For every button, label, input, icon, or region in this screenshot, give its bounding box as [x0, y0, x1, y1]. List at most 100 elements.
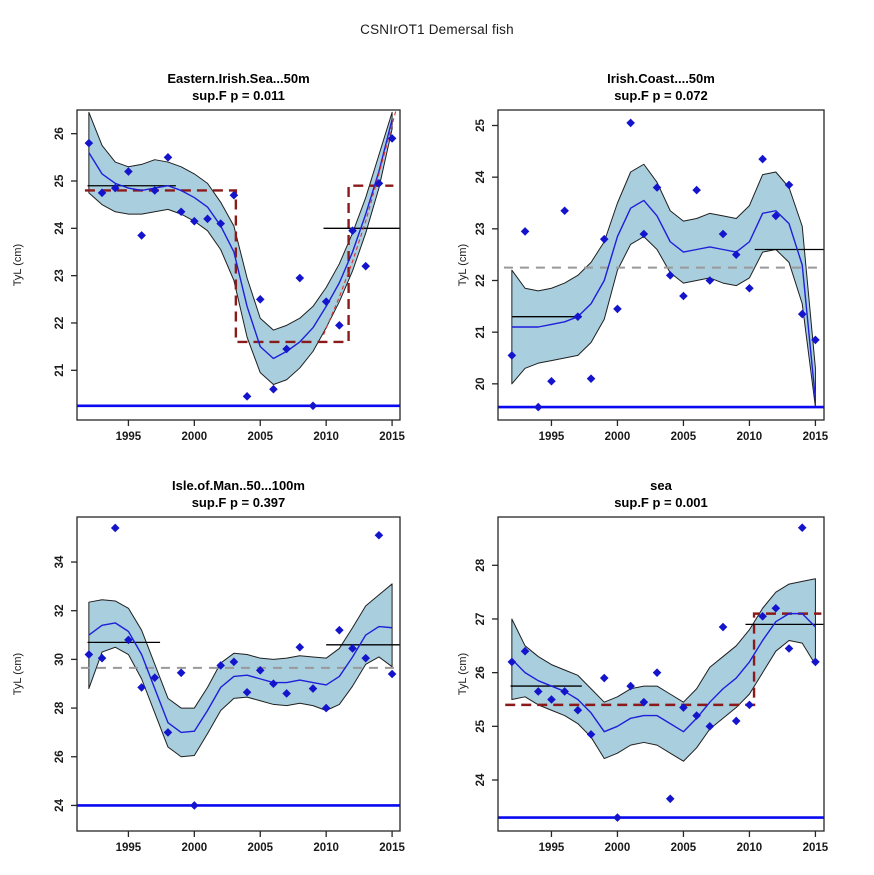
x-tick-label: 1995 — [116, 842, 142, 854]
data-point — [718, 622, 728, 632]
panel-2-subtitle: sup.F p = 0.072 — [614, 88, 708, 103]
x-tick-label: 2015 — [379, 431, 405, 443]
panel-3-subtitle: sup.F p = 0.397 — [191, 495, 286, 510]
data-point — [269, 679, 278, 689]
data-point — [97, 188, 107, 198]
confidence-band — [511, 578, 816, 762]
data-point — [387, 669, 397, 679]
data-point — [533, 687, 543, 696]
data-point — [229, 190, 239, 200]
data-point — [124, 635, 133, 645]
x-tick-label: 2005 — [247, 431, 273, 443]
data-point — [176, 207, 186, 217]
panel-2-plot: 1995 2000 2005 2010 2015 20 21 22 23 24 25 — [475, 109, 829, 443]
data-points — [507, 523, 820, 822]
data-point — [321, 703, 331, 713]
data-point — [560, 687, 569, 696]
data-point — [745, 700, 754, 710]
panel-4-plot: 1995 2000 2005 2010 2015 24 25 26 27 28 — [475, 516, 829, 854]
x-tick-label: 1995 — [539, 842, 565, 854]
data-point — [176, 668, 186, 678]
data-point — [573, 705, 583, 715]
data-point — [374, 530, 384, 540]
y-tick-label: 30 — [54, 653, 66, 666]
y-axis: 24 26 28 30 32 34 — [54, 555, 77, 812]
smoother-line — [88, 622, 393, 734]
data-point — [731, 250, 741, 259]
data-point — [771, 603, 781, 613]
y-tick-label: 28 — [475, 558, 487, 571]
data-point — [758, 611, 767, 621]
data-point — [586, 374, 596, 383]
data-point — [361, 653, 371, 663]
panel-1-title: Eastern.Irish.Sea...50m — [167, 71, 310, 86]
data-point — [626, 118, 635, 128]
y-tick-label: 34 — [54, 555, 66, 568]
x-tick-label: 2010 — [313, 431, 339, 443]
data-point — [295, 273, 305, 283]
y-tick-label: 24 — [475, 773, 487, 786]
data-point — [255, 295, 265, 304]
data-point — [758, 154, 767, 164]
panel-4-title-block: sea sup.F p = 0.001 — [498, 477, 824, 511]
data-point — [520, 227, 530, 236]
data-point — [665, 794, 675, 804]
data-point — [295, 642, 305, 652]
data-point — [242, 687, 252, 697]
x-tick-label: 2005 — [247, 842, 273, 854]
y-tick-label: 24 — [54, 798, 66, 811]
data-point — [613, 304, 622, 314]
y-tick-label: 25 — [475, 719, 487, 732]
y-tick-label: 27 — [475, 613, 487, 626]
data-point — [507, 657, 517, 667]
panel-1-title-block: Eastern.Irish.Sea...50m sup.F p = 0.011 — [77, 70, 400, 104]
data-point — [282, 689, 291, 698]
data-point — [84, 650, 94, 659]
x-tick-label: 2015 — [803, 842, 829, 854]
data-point — [321, 297, 331, 306]
data-point — [679, 703, 688, 712]
x-axis: 1995 2000 2005 2010 2015 — [539, 831, 829, 854]
data-point — [784, 644, 794, 653]
data-point — [190, 216, 199, 226]
panel-2-title-block: Irish.Coast....50m sup.F p = 0.072 — [498, 70, 824, 104]
x-tick-label: 2000 — [605, 842, 631, 854]
y-tick-label: 28 — [54, 701, 66, 714]
confidence-band — [88, 583, 393, 758]
y-tick-label: 24 — [54, 221, 66, 234]
plot-frame — [76, 109, 401, 421]
panel-2-title: Irish.Coast....50m — [607, 71, 715, 86]
data-point — [547, 695, 556, 704]
x-axis: 1995 2000 2005 2010 2015 — [116, 831, 405, 854]
data-point — [507, 351, 517, 360]
x-tick-label: 2000 — [605, 431, 631, 443]
plot-frame — [76, 516, 401, 832]
y-tick-label: 32 — [54, 604, 66, 617]
plot-frame — [497, 109, 825, 421]
x-tick-label: 2005 — [671, 431, 697, 443]
data-point — [110, 523, 120, 533]
data-point — [771, 211, 781, 221]
x-tick-label: 2010 — [737, 842, 763, 854]
y-tick-label: 22 — [475, 274, 487, 287]
data-point — [639, 229, 649, 239]
panel-3-plot: 1995 2000 2005 2010 2015 24 26 28 30 32 34 — [54, 516, 405, 854]
x-tick-label: 2015 — [803, 431, 829, 443]
confidence-band — [511, 163, 816, 408]
data-point — [692, 185, 701, 195]
y-tick-label: 26 — [54, 127, 66, 140]
y-tick-label: 26 — [54, 750, 66, 763]
data-points — [84, 134, 397, 411]
data-point — [626, 681, 635, 691]
y-tick-label: 23 — [54, 269, 66, 282]
data-point — [560, 206, 569, 216]
data-point — [613, 813, 622, 822]
model-fit-dashed-curve — [323, 109, 397, 336]
data-point — [124, 167, 133, 176]
data-point — [586, 730, 596, 739]
regime-step-line — [84, 184, 394, 344]
panel-3-title: Isle.of.Man..50...100m — [172, 478, 305, 493]
panel-4-title: sea — [650, 478, 672, 493]
